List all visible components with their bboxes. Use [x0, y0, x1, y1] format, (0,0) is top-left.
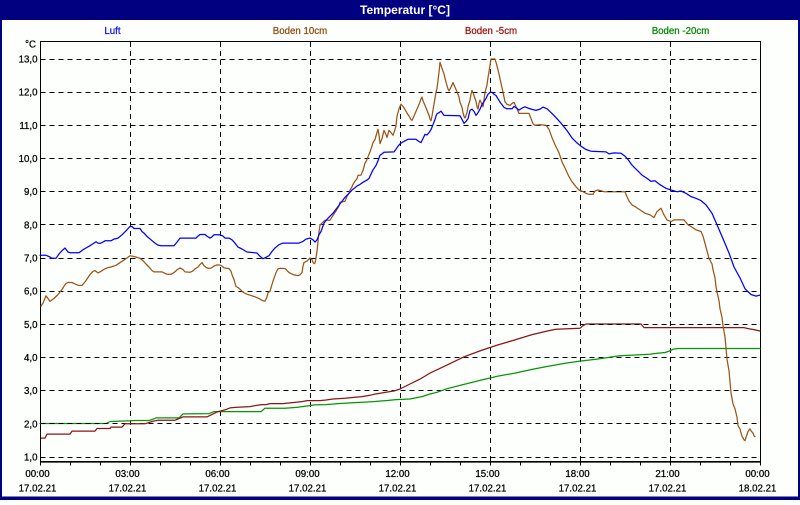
svg-text:21:00: 21:00	[655, 469, 680, 480]
svg-text:7,0: 7,0	[24, 254, 38, 265]
svg-text:17.02.21: 17.02.21	[379, 484, 417, 495]
svg-text:15:00: 15:00	[475, 469, 500, 480]
svg-text:8,0: 8,0	[24, 220, 38, 231]
svg-text:Temperatur [°C]: Temperatur [°C]	[360, 3, 450, 17]
svg-text:11,0: 11,0	[19, 121, 38, 132]
svg-text:13,0: 13,0	[19, 55, 38, 66]
svg-text:17.02.21: 17.02.21	[469, 484, 507, 495]
svg-text:6,0: 6,0	[24, 287, 38, 298]
svg-text:17.02.21: 17.02.21	[559, 484, 597, 495]
svg-text:3,0: 3,0	[24, 386, 38, 397]
svg-text:03:00: 03:00	[115, 469, 140, 480]
svg-text:18:00: 18:00	[565, 469, 590, 480]
svg-text:00:00: 00:00	[745, 469, 770, 480]
svg-text:17.02.21: 17.02.21	[289, 484, 327, 495]
svg-text:18.02.21: 18.02.21	[739, 484, 777, 495]
svg-text:Boden 10cm: Boden 10cm	[273, 26, 327, 37]
svg-text:10,0: 10,0	[19, 154, 38, 165]
svg-text:12:00: 12:00	[385, 469, 410, 480]
svg-text:2,0: 2,0	[24, 419, 38, 430]
svg-text:09:00: 09:00	[295, 469, 320, 480]
svg-text:Boden -5cm: Boden -5cm	[465, 26, 517, 37]
svg-text:Luft: Luft	[104, 26, 120, 37]
svg-text:00:00: 00:00	[25, 469, 50, 480]
svg-text:17.02.21: 17.02.21	[199, 484, 237, 495]
svg-text:1,0: 1,0	[24, 453, 38, 464]
svg-text:°C: °C	[25, 40, 36, 51]
svg-text:Boden -20cm: Boden -20cm	[652, 26, 710, 37]
svg-text:5,0: 5,0	[24, 320, 38, 331]
svg-text:12,0: 12,0	[19, 88, 38, 99]
svg-text:17.02.21: 17.02.21	[649, 484, 687, 495]
svg-text:17.02.21: 17.02.21	[19, 484, 57, 495]
svg-text:9,0: 9,0	[24, 187, 38, 198]
svg-text:4,0: 4,0	[24, 353, 38, 364]
svg-text:06:00: 06:00	[205, 469, 230, 480]
svg-text:17.02.21: 17.02.21	[109, 484, 147, 495]
